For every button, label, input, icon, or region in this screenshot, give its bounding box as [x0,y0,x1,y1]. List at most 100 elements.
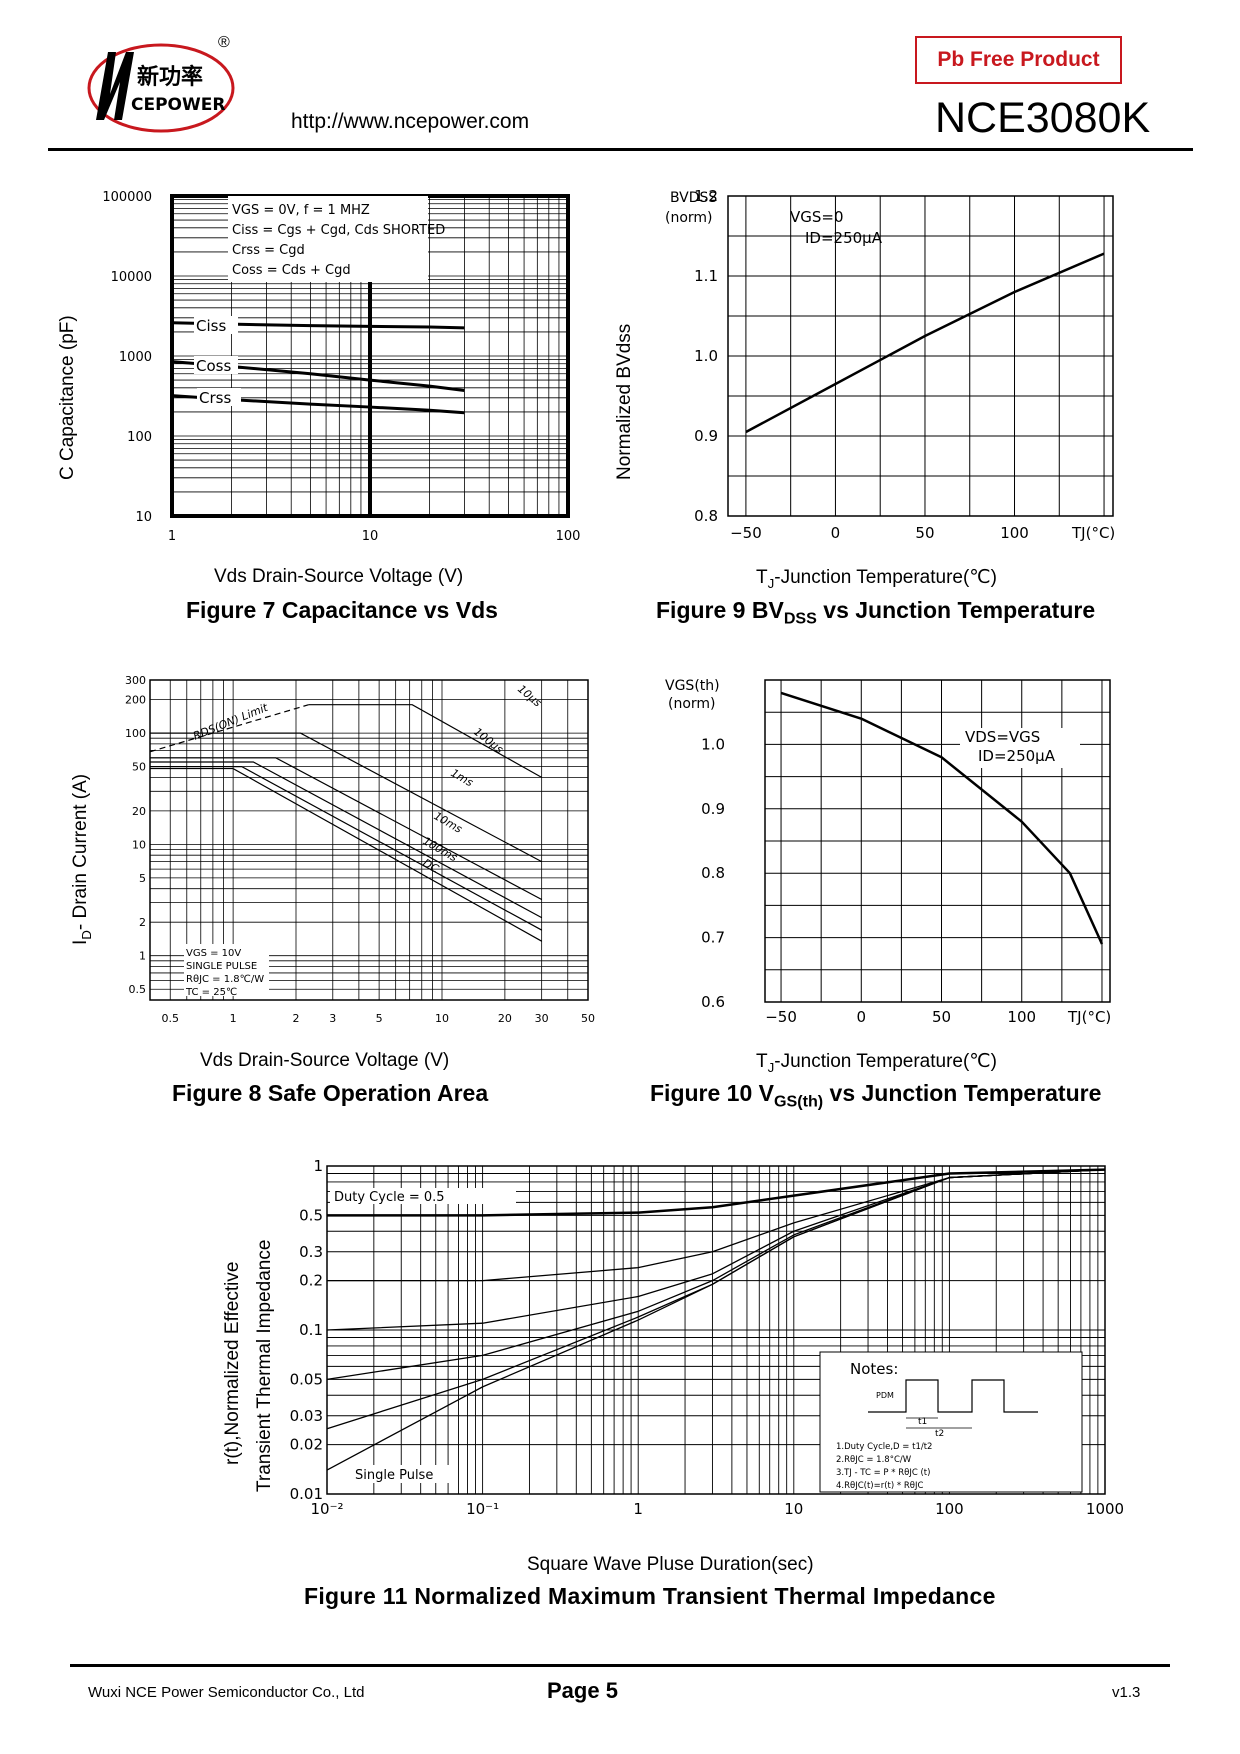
fig7-xlabel: Vds Drain-Source Voltage (V) [214,566,464,587]
fig8-y-tick-label: 200 [125,694,146,707]
fig8-x-tick-label: 30 [535,1012,549,1025]
fig8-line-label: 1ms [449,766,476,789]
footer-page-number: Page 5 [547,1678,618,1703]
fig11-note-3: 3.TJ - TC = P * RθJC (t) [836,1468,930,1478]
website-url[interactable]: http://www.ncepower.com [291,110,530,133]
fig8-x-tick-label: 2 [293,1012,300,1025]
fig11-y-tick-label: 0.3 [299,1243,323,1261]
fig10-y-tick-label: 1.0 [701,735,725,753]
fig7-y-tick-label: 100 [127,430,152,445]
fig9-plot-frame [727,195,1114,517]
fig10-chart: −50 0 50 1000.60.70.80.91.0 VGS(th) (norm) … [665,678,1111,1026]
fig7-y-tick-label: 10000 [111,270,152,285]
fig8-y-tick-label: 5 [139,872,146,885]
fig11-ylabel-1: r(t),Normalized Effective [222,1261,243,1465]
fig10-curve [780,691,1104,945]
fig10-x-tick-label: 0 [857,1008,867,1026]
fig9-caption: Figure 9 BVDSS vs Junction Temperature [656,597,1096,628]
fig8-line-5 [150,766,542,931]
fig11-note-2: 2.RθJC = 1.8°C/W [836,1455,912,1465]
fig7-series-label-coss: Coss [196,357,231,375]
fig11-y-tick-label: 0.1 [299,1321,323,1339]
fig11-y-tick-label: 0.05 [290,1370,323,1388]
fig8-y-tick-label: 2 [139,916,146,929]
fig10-x-tick-label: −50 [765,1008,797,1026]
fig10-y-tick-label: 0.7 [701,929,725,947]
fig10-y-tick-label: 0.6 [701,993,725,1011]
fig11-note-1: 1.Duty Cycle,D = t1/t2 [836,1442,932,1452]
fig8-x-tick-label: 3 [329,1012,336,1025]
fig7-caption: Figure 7 Capacitance vs Vds [186,597,498,623]
pb-free-badge: Pb Free Product [915,36,1122,84]
fig8-line-2 [150,732,542,863]
fig7-series-label-crss: Crss [199,389,231,407]
fig9-x-tick-label: 0 [831,524,841,542]
fig7-x-tick-label: 1 [168,529,176,544]
fig9-ylabel: Normalized BVdss [614,323,635,480]
fig11-x-tick-label: 10⁻² [310,1500,343,1518]
logo-en: CEPOWER [131,95,225,115]
fig9-y-tick-label: 0.8 [694,507,718,525]
fig7-legend-box [228,196,428,282]
fig7-y-tick-label: 100000 [102,190,152,205]
fig9-y-tick-label: 1.0 [694,347,718,365]
fig11-x-tick-label: 100 [935,1500,964,1518]
fig9-axis-unit: TJ(°C) [1071,524,1115,542]
fig10-xlabel: TJ-Junction Temperature(℃) [756,1051,997,1075]
fig9-x-tick-label: 50 [915,524,934,542]
fig8-y-tick-label: 0.5 [129,983,147,996]
fig7-ylabel: C Capacitance (pF) [57,315,78,480]
fig11-y-tick-label: 0.02 [290,1436,323,1454]
fig10-cond2: ID=250μA [978,747,1056,765]
fig8-line-label: RDS(ON) Limit [191,701,270,743]
fig9-corner-top: BVDSS [670,190,717,206]
fig9-chart: −50 0 50 100 0.8 0.9 1.0 1.1 1.2 BVDSS (norm) VG… [665,187,1115,542]
fig11-y-tick-label: 0.03 [290,1407,323,1425]
fig8-chart: 0.5 1 2 3 5 10 20 30 50 0.5 1 2 5 10 20 50 100 200 300 RDS… [125,674,595,1025]
fig10-corner-bot: (norm) [668,696,716,712]
fig7-legend-line: Crss = Cgd [232,243,305,258]
fig8-x-tick-label: 20 [498,1012,512,1025]
fig11-note-4: 4.RθJC(t)=r(t) * RθJC [836,1481,923,1491]
fig7-series-label-ciss: Ciss [196,317,226,335]
fig11-ylabel-2: Transient Thermal Impedance [254,1239,275,1492]
fig8-line-1 [308,704,542,778]
part-number: NCE3080K [935,94,1151,142]
fig11-notes-title: Notes: [850,1360,898,1378]
fig10-x-tick-label: 100 [1007,1008,1036,1026]
fig8-plot-frame [149,679,589,1001]
fig7-x-tick-label: 10 [362,529,379,544]
fig10-corner-top: VGS(th) [665,678,720,694]
fig10-plot-frame [764,679,1111,1003]
fig8-ylabel: ID- Drain Current (A) [70,773,94,945]
fig11-curve-1 [327,1169,1106,1282]
fig10-axis-unit: TJ(°C) [1067,1008,1111,1026]
fig9-curve [745,252,1105,434]
fig11-y-tick-label: 1 [313,1157,323,1175]
fig9-cond1: VGS=0 [790,208,844,226]
fig11-single-label: Single Pulse [355,1468,433,1483]
fig8-x-tick-label: 5 [376,1012,383,1025]
footer-version: v1.3 [1112,1684,1141,1701]
fig7-legend-line: Ciss = Cgs + Cgd, Cds SHORTED [232,223,445,238]
logo-cn: 新功率 [137,64,203,90]
fig7-y-tick-label: 1000 [119,350,152,365]
footer-rule [70,1664,1170,1667]
fig8-y-tick-label: 50 [132,761,146,774]
ncepower-logo: 新功率 CEPOWER [87,43,235,133]
fig11-t2: t2 [935,1429,944,1439]
fig9-x-tick-label: 100 [1000,524,1029,542]
header-rule [48,148,1193,151]
fig10-y-tick-label: 0.8 [701,864,725,882]
fig7-legend-line: Coss = Cds + Cgd [232,263,351,278]
fig8-y-tick-label: 10 [132,838,146,851]
fig11-xlabel: Square Wave Pluse Duration(sec) [527,1554,814,1575]
fig8-line-label: 10ms [432,809,465,836]
fig11-pulse-waveform [868,1379,1038,1413]
fig8-x-tick-label: 50 [581,1012,595,1025]
fig8-note: TC = 25℃ [185,987,237,998]
fig10-x-tick-label: 50 [932,1008,951,1026]
fig8-xlabel: Vds Drain-Source Voltage (V) [200,1050,450,1071]
fig8-y-tick-label: 100 [125,727,146,740]
fig8-line-label: DC [421,856,442,875]
